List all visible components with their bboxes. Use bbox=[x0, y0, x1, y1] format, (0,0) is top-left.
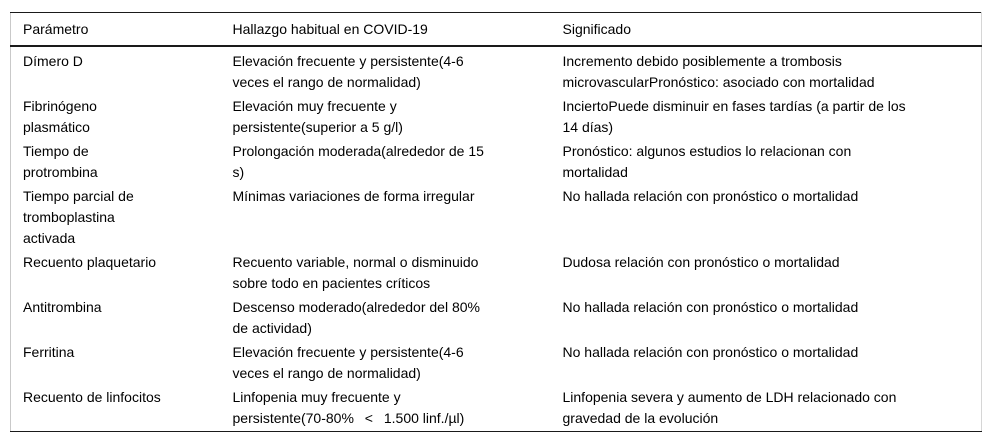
cell-parametro: Recuento de linfocitos bbox=[23, 389, 161, 405]
table-row: Tiempo de protrombina Prolongación moder… bbox=[11, 140, 982, 185]
column-header-parametro: Parámetro bbox=[10, 12, 221, 47]
covid-lab-parameters-table: Parámetro Hallazgo habitual en COVID-19 … bbox=[10, 12, 982, 432]
cell-hallazgo: Recuento variable, normal o disminuido s… bbox=[232, 254, 479, 291]
table-row: Ferritina Elevación frecuente y persiste… bbox=[11, 341, 982, 386]
cell-significado: Dudosa relación con pronóstico o mortali… bbox=[562, 254, 840, 270]
cell-significado: Incremento debido posiblemente a trombos… bbox=[562, 53, 875, 90]
cell-parametro: Ferritina bbox=[23, 344, 75, 360]
cell-significado: Linfopenia severa y aumento de LDH relac… bbox=[562, 389, 897, 426]
cell-parametro: Recuento plaquetario bbox=[23, 254, 157, 270]
column-header-significado: Significado bbox=[550, 12, 982, 47]
cell-hallazgo: Prolongación moderada(alrededor de 15 s) bbox=[232, 143, 484, 180]
cell-significado: No hallada relación con pronóstico o mor… bbox=[562, 344, 859, 360]
cell-hallazgo: Elevación muy frecuente y persistente(su… bbox=[232, 98, 403, 135]
cell-parametro: Antitrombina bbox=[23, 299, 102, 315]
cell-significado: Pronóstico: algunos estudios lo relacion… bbox=[562, 143, 852, 180]
cell-parametro: Tiempo de protrombina bbox=[23, 143, 98, 180]
cell-hallazgo: Elevación frecuente y persistente(4-6 ve… bbox=[232, 53, 464, 90]
cell-significado: No hallada relación con pronóstico o mor… bbox=[562, 299, 859, 315]
table-row: Fibrinógeno plasmático Elevación muy fre… bbox=[11, 95, 982, 140]
cell-hallazgo: Linfopenia muy frecuente y persistente(7… bbox=[232, 389, 465, 426]
header-row: Parámetro Hallazgo habitual en COVID-19 … bbox=[10, 12, 982, 47]
cell-parametro: Fibrinógeno plasmático bbox=[23, 98, 97, 135]
cell-hallazgo: Mínimas variaciones de forma irregular bbox=[232, 188, 475, 204]
cell-parametro: Tiempo parcial de tromboplastina activad… bbox=[23, 188, 134, 246]
cell-significado: No hallada relación con pronóstico o mor… bbox=[562, 188, 859, 204]
cell-parametro: Dímero D bbox=[23, 53, 83, 69]
table-row: Tiempo parcial de tromboplastina activad… bbox=[11, 185, 982, 251]
table-row: Antitrombina Descenso moderado(alrededor… bbox=[11, 296, 982, 341]
cell-significado: InciertoPuede disminuir en fases tardías… bbox=[562, 98, 906, 135]
column-header-hallazgo: Hallazgo habitual en COVID-19 bbox=[220, 12, 551, 47]
cell-hallazgo: Elevación frecuente y persistente(4-6 ve… bbox=[232, 344, 464, 381]
table-row: Recuento plaquetario Recuento variable, … bbox=[11, 251, 982, 296]
table-row: Dímero D Elevación frecuente y persisten… bbox=[11, 46, 982, 95]
table-row: Recuento de linfocitos Linfopenia muy fr… bbox=[11, 386, 982, 432]
cell-hallazgo: Descenso moderado(alrededor del 80% de a… bbox=[232, 299, 480, 336]
